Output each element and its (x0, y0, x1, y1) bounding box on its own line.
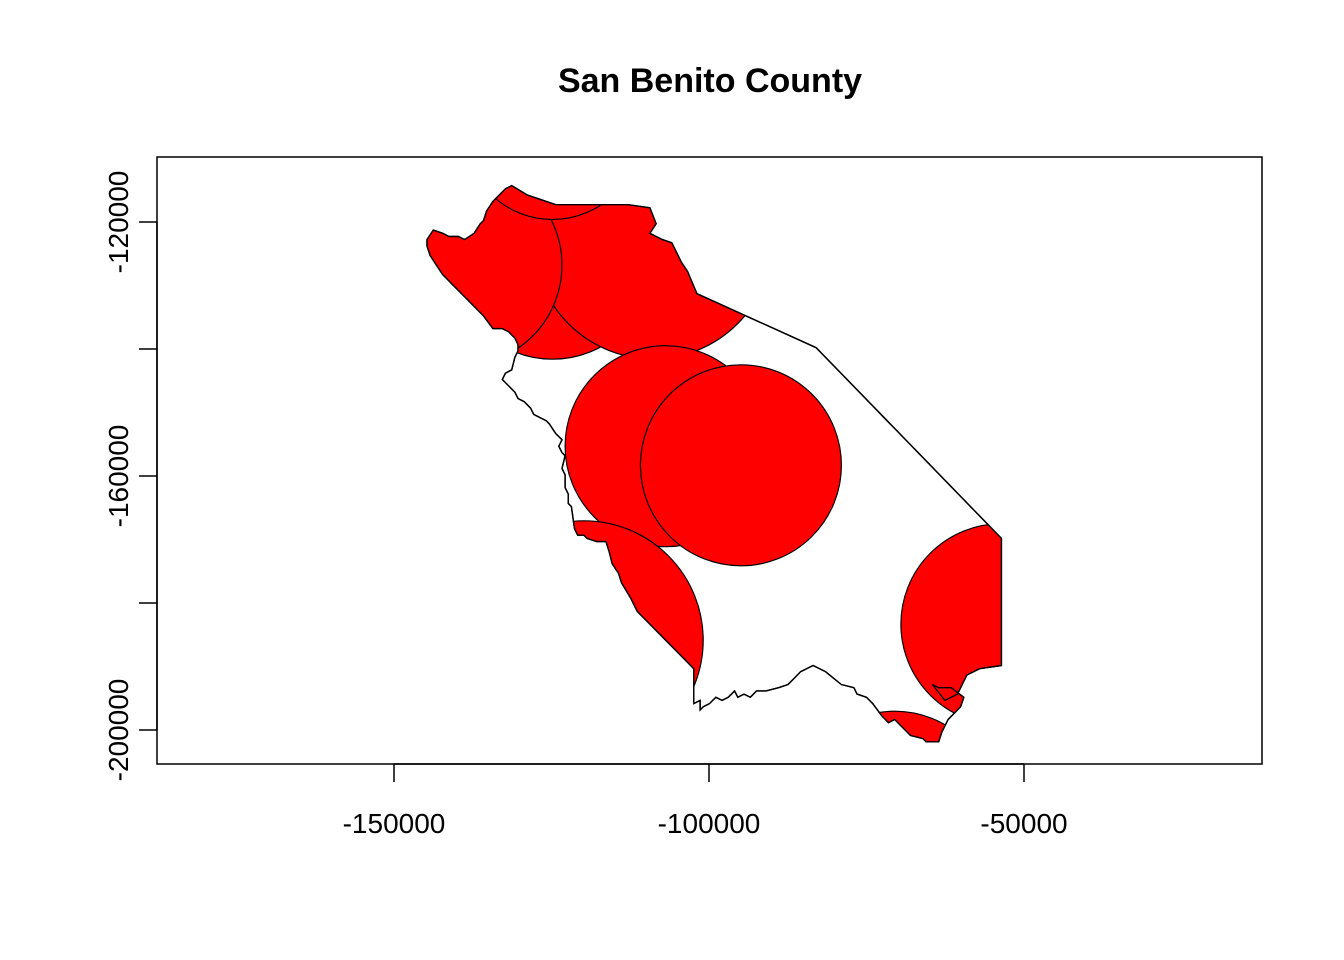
y-tick-label: -200000 (103, 679, 134, 782)
buffer-zone (793, 710, 996, 742)
buffer-zone (464, 185, 642, 221)
y-tick-label: -160000 (103, 425, 134, 528)
x-tick-label: -100000 (658, 808, 761, 839)
x-tick-label: -50000 (980, 808, 1067, 839)
y-tick-label: -120000 (103, 171, 134, 274)
x-tick-label: -150000 (343, 808, 446, 839)
y-axis: -120000 -160000 -200000 (103, 171, 158, 782)
buffer-zone (464, 520, 704, 742)
buffer-zones (427, 185, 1002, 742)
county-outline (426, 184, 1003, 743)
map-title: San Benito County (558, 62, 862, 100)
buffer-zone (533, 185, 773, 360)
buffer-zone (639, 364, 843, 567)
buffer-zone (900, 523, 1002, 726)
x-axis: -150000 -100000 -50000 (343, 763, 1068, 839)
buffer-zone (427, 185, 563, 367)
